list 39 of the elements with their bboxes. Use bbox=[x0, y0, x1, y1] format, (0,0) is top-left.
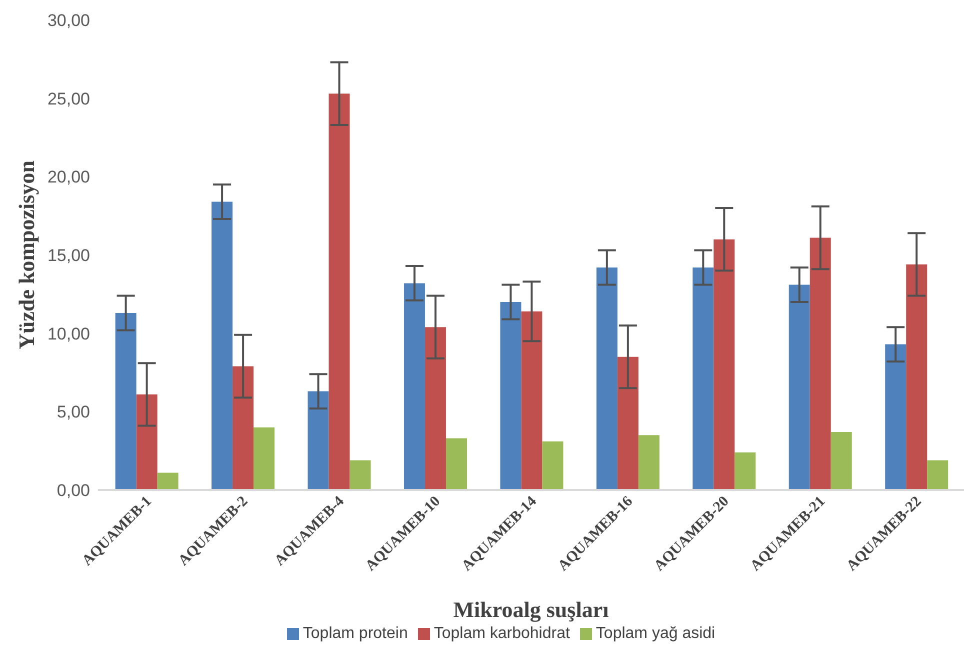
bar bbox=[734, 452, 756, 490]
y-tick-label: 20,00 bbox=[47, 168, 90, 187]
bar bbox=[927, 460, 948, 490]
bar bbox=[542, 441, 564, 490]
y-tick-label: 10,00 bbox=[47, 324, 90, 344]
y-tick-label: 0,00 bbox=[56, 481, 90, 500]
y-tick-label: 5,00 bbox=[56, 402, 90, 422]
bar bbox=[350, 460, 371, 490]
bar bbox=[617, 356, 638, 490]
bar bbox=[115, 312, 136, 490]
bar bbox=[885, 344, 906, 490]
legend-label: Toplam yağ asidi bbox=[596, 625, 716, 642]
y-tick-label: 30,00 bbox=[47, 11, 90, 30]
bar bbox=[596, 268, 618, 490]
legend-label: Toplam karbohidrat bbox=[434, 625, 570, 642]
bar bbox=[788, 284, 810, 490]
bar bbox=[424, 327, 446, 490]
bar bbox=[328, 94, 350, 490]
bar bbox=[714, 239, 735, 490]
bar bbox=[212, 202, 233, 490]
y-tick-label: 25,00 bbox=[47, 89, 90, 108]
bar bbox=[254, 427, 275, 490]
bar bbox=[404, 283, 425, 490]
y-tick-label: 15,00 bbox=[47, 246, 90, 266]
bar bbox=[500, 302, 522, 490]
bar bbox=[232, 366, 254, 490]
bar bbox=[906, 264, 928, 490]
bar bbox=[446, 438, 467, 490]
bar bbox=[157, 472, 178, 490]
bar bbox=[136, 394, 158, 490]
bar bbox=[692, 268, 714, 490]
bar bbox=[638, 435, 660, 490]
y-axis-title: Yüzde kompozisyon bbox=[14, 160, 39, 350]
bar bbox=[810, 238, 831, 490]
x-axis-title: Mikroalg suşları bbox=[453, 597, 609, 622]
bar bbox=[308, 391, 329, 490]
bar bbox=[830, 432, 852, 490]
legend-label: Toplam protein bbox=[302, 625, 408, 642]
bar bbox=[521, 311, 542, 490]
